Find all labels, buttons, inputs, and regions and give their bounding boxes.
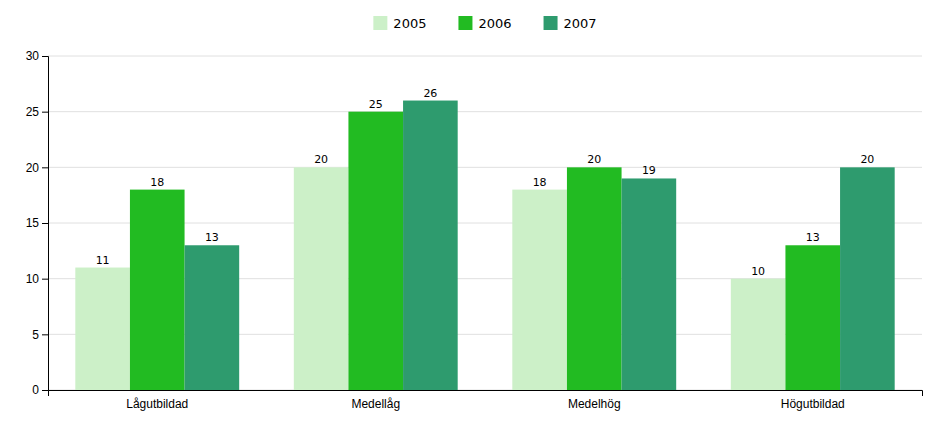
x-axis: Lågutbildad Medellåg Medelhög Högutbildad: [49, 391, 923, 411]
bar: [785, 245, 840, 390]
legend-item: 2007: [544, 16, 597, 31]
bar: [403, 101, 458, 390]
data-label: 18: [150, 176, 164, 189]
data-label: 13: [205, 231, 219, 244]
tick: 5: [32, 328, 48, 342]
tick-label: 15: [26, 216, 40, 230]
data-label: 26: [423, 87, 437, 100]
tick: 15: [26, 216, 48, 230]
bar: [294, 167, 349, 390]
bar: [348, 112, 403, 390]
tick: 20: [26, 161, 48, 175]
bars: [75, 101, 894, 390]
tick-mark: [42, 390, 48, 391]
tick: Högutbildad: [781, 397, 845, 411]
data-label: 10: [751, 265, 765, 278]
bar: [130, 190, 185, 390]
tick-label: 10: [26, 272, 40, 286]
tick-label: 0: [32, 383, 39, 397]
legend-item: 2005: [373, 16, 426, 31]
legend-label: 2006: [478, 16, 511, 31]
data-label: 19: [642, 164, 656, 177]
tick-mark: [42, 112, 48, 113]
data-label: 25: [369, 98, 383, 111]
tick-label: Medelhög: [568, 397, 621, 411]
tick: Lågutbildad: [126, 397, 188, 411]
tick: Medellåg: [351, 397, 400, 411]
y-axis: 0 5 10 15 20 25 30: [26, 49, 49, 397]
grid: [48, 56, 922, 390]
data-label: 20: [314, 153, 328, 166]
data-labels: 11 20 18 10 18 25 20 13 13 26 19 20: [96, 87, 875, 278]
series: [185, 101, 895, 390]
tick-label: 25: [26, 105, 40, 119]
data-label: 11: [96, 254, 110, 267]
tick-label: 5: [32, 328, 39, 342]
tick-mark: [42, 56, 48, 57]
grid-line: [48, 56, 922, 57]
grid-line: [48, 111, 922, 112]
chart: 0 5 10 15 20 25 30 Lågutbildad Medellåg Medelhög H…: [0, 0, 946, 430]
bar: [567, 167, 622, 390]
tick: 10: [26, 272, 48, 286]
axis-line: [49, 391, 923, 397]
tick-mark: [42, 279, 48, 280]
bar: [512, 190, 567, 390]
data-label: 20: [587, 153, 601, 166]
legend-label: 2007: [564, 16, 597, 31]
legend: 2005 2006 2007: [373, 16, 596, 31]
legend-swatch: [458, 16, 472, 30]
bar: [75, 268, 130, 390]
tick-label: Lågutbildad: [126, 397, 188, 411]
legend-swatch: [373, 16, 387, 30]
legend-swatch: [544, 16, 558, 30]
series: [130, 112, 840, 390]
grid-line: [48, 167, 922, 168]
tick-label: Medellåg: [351, 397, 400, 411]
tick-label: Högutbildad: [781, 397, 845, 411]
plot: 0 5 10 15 20 25 30 Lågutbildad Medellåg Medelhög H…: [26, 49, 923, 410]
bar: [731, 279, 786, 390]
axis-line: [42, 57, 49, 391]
tick: 25: [26, 105, 48, 119]
bar: [622, 178, 677, 390]
bar: [840, 167, 895, 390]
tick: 30: [26, 49, 48, 63]
tick: Medelhög: [568, 397, 621, 411]
legend-item: 2006: [458, 16, 511, 31]
tick-label: 30: [26, 49, 40, 63]
tick-label: 20: [26, 161, 40, 175]
bar: [185, 245, 240, 390]
data-label: 18: [533, 176, 547, 189]
data-label: 20: [860, 153, 874, 166]
tick: 0: [32, 383, 48, 397]
tick-mark: [42, 223, 48, 224]
tick-mark: [42, 167, 48, 168]
data-label: 13: [806, 231, 820, 244]
tick-mark: [42, 334, 48, 335]
legend-label: 2005: [393, 16, 426, 31]
